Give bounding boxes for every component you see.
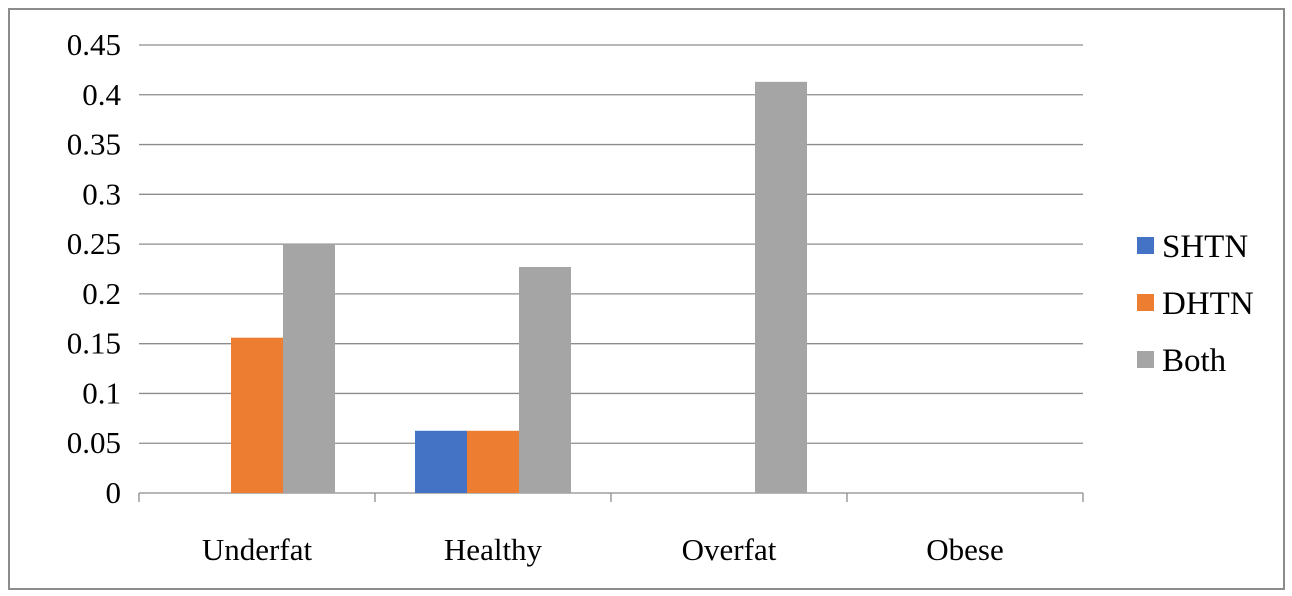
legend-swatch-both	[1137, 351, 1154, 368]
y-tick-label: 0.15	[67, 326, 121, 361]
y-tick-label: 0.35	[67, 127, 121, 162]
y-tick-label: 0.3	[82, 176, 121, 211]
legend-label-both: Both	[1162, 343, 1227, 379]
bar-dhtn-underfat	[231, 337, 283, 493]
x-tick-label: Overfat	[682, 532, 777, 567]
y-tick-label: 0.1	[82, 375, 121, 410]
y-tick-label: 0.4	[82, 77, 121, 112]
legend-swatch-dhtn	[1137, 294, 1154, 311]
bar-both-underfat	[283, 244, 335, 493]
y-tick-label: 0.45	[67, 27, 121, 62]
bar-dhtn-healthy	[467, 430, 519, 493]
bar-both-healthy	[519, 267, 571, 493]
legend-label-shtn: SHTN	[1162, 229, 1248, 265]
legend-swatch-shtn	[1137, 237, 1154, 254]
bar-both-overfat	[755, 81, 807, 493]
bar-shtn-healthy	[415, 430, 467, 493]
y-tick-label: 0.2	[82, 276, 121, 311]
y-tick-label: 0.05	[67, 425, 121, 460]
y-tick-label: 0.25	[67, 226, 121, 261]
x-tick-label: Underfat	[202, 532, 313, 567]
x-tick-label: Healthy	[444, 532, 543, 567]
x-tick-label: Obese	[926, 532, 1003, 567]
y-tick-label: 0	[106, 475, 122, 510]
legend-label-dhtn: DHTN	[1162, 286, 1254, 322]
